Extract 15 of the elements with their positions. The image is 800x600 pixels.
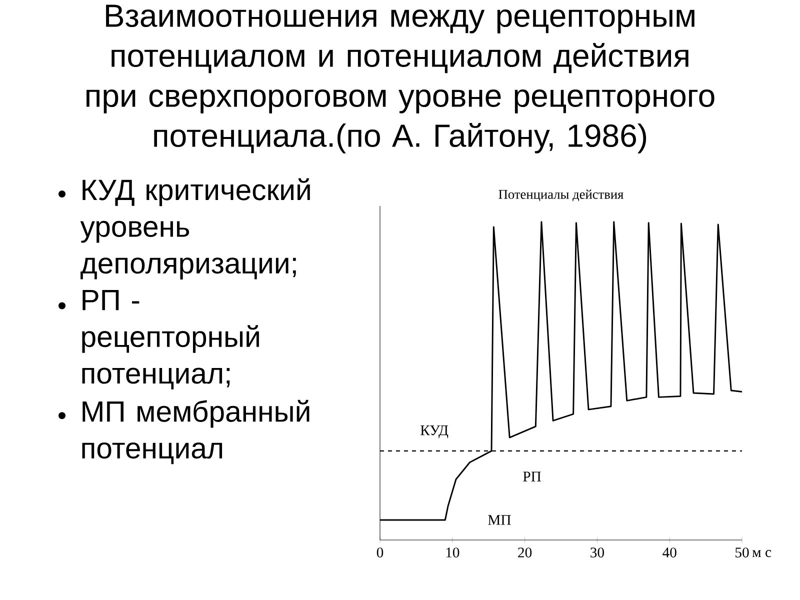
x-axis-title: м с [752,550,772,558]
chart-subtitle: Потенциалы действия [498,190,624,202]
x-tick-label: 0 [376,548,384,558]
x-tick-label: 40 [662,548,676,558]
text: МП мембранный потенциал [82,400,310,464]
text: КУД критический уровень деполяризации; [80,178,310,280]
x-tick-label: 10 [446,548,460,558]
x-tick-label: 20 [518,548,532,558]
annotation: РП [523,472,541,482]
text: РП - рецепторный потенциал; [82,290,259,390]
chart-title: Взаимоотношения между рецепторным потенциалом и потенциалом действия при сверхпороговом уровне рецепторного потенциала.(по А. Гайтону, 1986) [86,4,714,154]
x-tick-label: 50 [736,548,749,558]
ref-line-label: КУД [420,426,448,438]
annotation: МП [488,515,511,525]
x-tick-label: 30 [590,548,604,558]
